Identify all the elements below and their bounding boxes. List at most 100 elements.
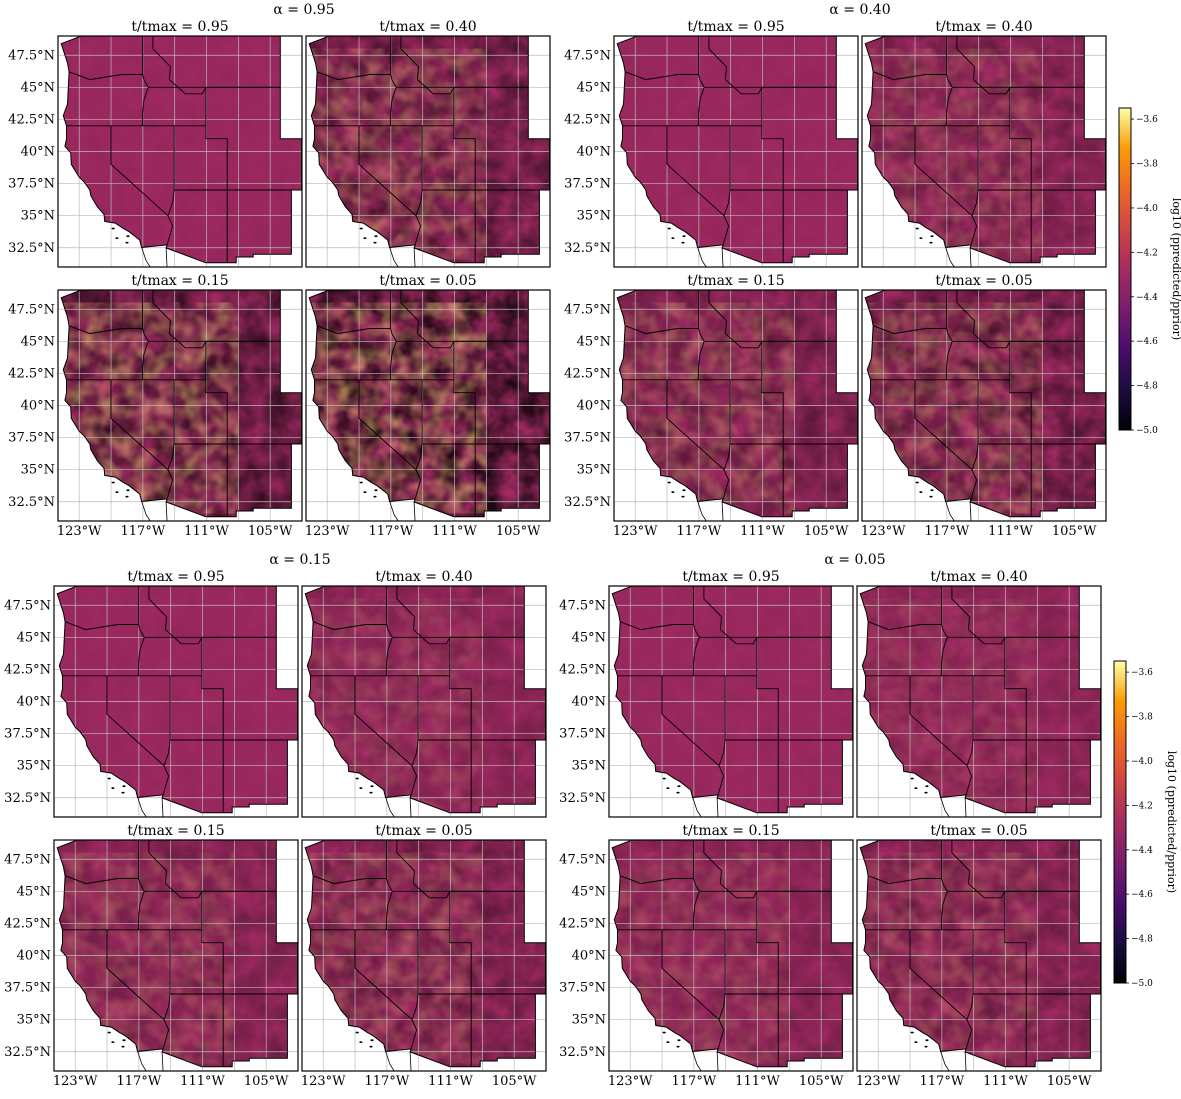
lat-tick-label: 47.5°N [4, 852, 51, 867]
map-panel: t/tmax = 0.95 47.5°N 45°N 42.5°N 40°N 37.5°N 3… [564, 19, 859, 268]
heatmap-field [860, 586, 1101, 813]
island [359, 481, 363, 484]
panel-frame [856, 585, 1102, 818]
panel-frame [53, 585, 299, 818]
lon-tick-label: 123°W [301, 1074, 346, 1089]
lon-tick-label: 111°W [428, 1074, 473, 1089]
state-borders [304, 586, 546, 817]
lon-tick-label: 123°W [305, 524, 350, 539]
lat-tick-label: 40°N [572, 695, 606, 710]
lat-tick-label: 37.5°N [8, 431, 55, 446]
colorbar-tick-label: −5.0 [1136, 426, 1158, 436]
state-border [69, 36, 144, 81]
colorbar-label: log10 (ppredicted/pprior) [1170, 198, 1181, 340]
island [929, 241, 933, 244]
island [671, 491, 675, 493]
state-border [756, 891, 779, 1067]
state-border [110, 379, 169, 471]
state-border [138, 624, 145, 676]
island [662, 777, 666, 780]
colorbar: −3.6 −3.8 −4.0 −4.2 −4.4 −4.6 −4.8 −5.0 log10 (p… [1118, 107, 1181, 436]
state-border [693, 624, 700, 676]
lon-tick-label: 117°W [365, 1074, 410, 1089]
lat-tick-label: 35°N [577, 209, 611, 224]
island [373, 495, 377, 498]
colorbar-label: log10 (ppredicted/pprior) [1165, 751, 1178, 893]
panel-title: t/tmax = 0.95 [682, 569, 779, 585]
coastline [864, 290, 1106, 518]
heatmap-field [860, 840, 1101, 1067]
lon-tick-label: 117°W [672, 1074, 717, 1089]
lat-tick-label: 37.5°N [4, 727, 51, 742]
coastline [304, 586, 546, 814]
state-border [703, 586, 758, 645]
lon-tick-label: 105°W [804, 524, 849, 539]
state-border [717, 929, 726, 1050]
island [107, 1031, 111, 1034]
island [682, 235, 686, 238]
lat-tick-label: 35°N [572, 759, 606, 774]
colorbar-tick-label: −4.2 [1136, 248, 1158, 258]
state-border [313, 840, 388, 885]
coastline [859, 586, 1101, 814]
heatmap-bright-region [619, 302, 795, 514]
island [111, 787, 115, 789]
state-border [142, 74, 149, 126]
state-border [65, 586, 140, 631]
heatmap-bright-region [307, 598, 483, 810]
mexico-coastline [697, 501, 724, 521]
coastline [616, 36, 858, 264]
group-title: α = 0.05 [824, 552, 885, 568]
coastline [611, 586, 853, 814]
state-borders [611, 586, 853, 817]
state-border [661, 929, 720, 1021]
panel-title: t/tmax = 0.05 [379, 273, 476, 289]
state-border [205, 341, 228, 517]
island [924, 1045, 928, 1048]
state-border [708, 36, 763, 95]
panel-frame [301, 585, 547, 818]
lat-tick-label: 42.5°N [4, 916, 51, 931]
map-panel: t/tmax = 0.05 123°W 117°W 111°W 105°W [305, 273, 551, 539]
panel-group-0: α = 0.95 t/tmax = 0.95 47.5°N 45°N 42.5°N 40°… [8, 2, 551, 539]
state-border [761, 341, 784, 517]
lon-tick-label: 117°W [920, 1074, 965, 1089]
mexico-coastline [940, 1051, 967, 1071]
map-panel: t/tmax = 0.40 [305, 19, 551, 268]
mexico-coastline [945, 247, 972, 267]
state-border [313, 586, 388, 631]
state-border [65, 840, 140, 885]
heatmap-field [865, 36, 1106, 263]
colorbar-gradient [1113, 660, 1127, 984]
island [359, 227, 363, 230]
lat-tick-label: 35°N [17, 759, 51, 774]
state-borders [56, 840, 298, 1071]
mexico-coastline [945, 501, 972, 521]
colorbar-tick-label: −4.2 [1131, 801, 1153, 811]
map-panel: t/tmax = 0.15 47.5°N 45°N 42.5°N 40°N 37.5°N 3… [4, 823, 299, 1089]
colorbar-tick-label: −3.6 [1136, 115, 1158, 125]
state-border [453, 87, 476, 263]
state-border [453, 341, 476, 517]
lat-tick-label: 47.5°N [564, 48, 611, 63]
colorbar-tick-label: −4.0 [1136, 204, 1158, 214]
state-border [873, 36, 948, 81]
state-border [166, 379, 175, 500]
gridlines [609, 840, 853, 1071]
panel-frame [608, 839, 854, 1072]
heatmap-bright-region [614, 852, 790, 1064]
state-border [965, 675, 974, 796]
heatmap-bright-region [311, 302, 487, 514]
panel-title: t/tmax = 0.40 [930, 569, 1027, 585]
coastline [308, 290, 550, 518]
island [914, 1041, 918, 1043]
heatmap-bright-region [867, 302, 1043, 514]
mexico-coastline [137, 1051, 164, 1071]
state-border [1004, 891, 1027, 1067]
lat-tick-label: 37.5°N [8, 177, 55, 192]
panel-group-1: α = 0.40 t/tmax = 0.95 47.5°N 45°N 42.5°N 40°… [564, 2, 1107, 539]
panel-title: t/tmax = 0.05 [930, 823, 1027, 839]
state-border [761, 87, 784, 263]
gridlines [857, 840, 1101, 1071]
island [925, 1039, 929, 1042]
